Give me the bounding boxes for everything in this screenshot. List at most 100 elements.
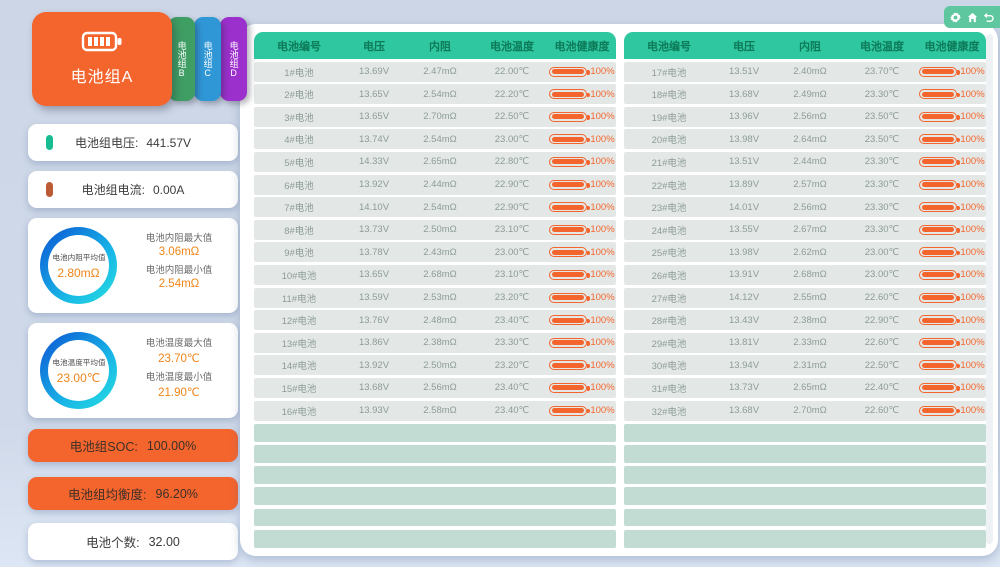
table-cell: 2.64mΩ	[793, 133, 827, 145]
table-cell: 13.73V	[728, 382, 760, 394]
table-cell: 23.00℃	[864, 246, 900, 258]
empty-row	[254, 487, 616, 506]
empty-row	[254, 423, 616, 442]
health-cell: 100%	[918, 89, 986, 100]
table-cell: 22.90℃	[494, 179, 530, 191]
health-cell: 100%	[918, 224, 986, 235]
sidebar: 电池组A 电池组B 电池组C 电池组D 电池组电压: 441.57V 电池组电流…	[28, 10, 247, 560]
health-cell: 100%	[548, 89, 616, 100]
health-cell: 100%	[548, 292, 616, 303]
table-cell: 13.65V	[358, 88, 390, 100]
table-cell: 22.60℃	[864, 337, 900, 349]
battery-group-tabs: 电池组A 电池组B 电池组C 电池组D	[28, 10, 247, 114]
temperature-avg-value: 23.00℃	[56, 370, 101, 385]
health-bar-icon	[919, 247, 960, 258]
tab-battery-group-c[interactable]: 电池组C	[194, 17, 221, 101]
table-cell: 2.38mΩ	[793, 314, 827, 326]
table-row: 12#电池 13.76V 2.48mΩ 23.40℃ 100%	[254, 310, 616, 331]
health-percent: 100%	[960, 179, 985, 191]
table-cell: 14.10V	[358, 201, 390, 213]
empty-row	[624, 423, 986, 442]
health-bar-icon	[919, 315, 960, 326]
table-row: 1#电池 13.69V 2.47mΩ 22.00℃ 100%	[254, 61, 616, 82]
battery-table-right: 电池编号 电压 内阻 电池温度 电池健康度 17#电池 13.51V 2.40mΩ 23.70℃…	[624, 32, 986, 548]
table-cell: 2.62mΩ	[793, 246, 827, 258]
table-cell: 18#电池	[651, 90, 687, 102]
table-cell: 13.96V	[728, 111, 760, 123]
tab-battery-group-b[interactable]: 电池组B	[168, 17, 195, 101]
table-row: 18#电池 13.68V 2.49mΩ 23.30℃ 100%	[624, 84, 986, 105]
gear-icon[interactable]	[949, 11, 961, 23]
table-cell: 20#电池	[651, 135, 687, 147]
table-cell: 13.59V	[358, 292, 390, 304]
table-row: 22#电池 13.89V 2.57mΩ 23.30℃ 100%	[624, 174, 986, 195]
table-cell: 22.40℃	[864, 382, 900, 394]
temperature-ring-gauge: 电池温度平均值 23.00℃	[40, 332, 117, 409]
health-percent: 100%	[960, 201, 985, 213]
health-cell: 100%	[918, 337, 986, 348]
health-bar-icon	[549, 247, 590, 258]
empty-row	[624, 466, 986, 485]
health-cell: 100%	[918, 66, 986, 77]
health-bar-icon	[549, 292, 590, 303]
table-cell: 23.00℃	[494, 246, 530, 258]
column-header: 电池温度	[490, 40, 534, 53]
table-cell: 8#电池	[284, 225, 314, 237]
resistance-ring-gauge: 电池内阻平均值 2.80mΩ	[40, 227, 117, 304]
table-cell: 1#电池	[284, 67, 314, 79]
table-cell: 29#电池	[651, 338, 687, 350]
health-percent: 100%	[590, 179, 615, 191]
health-bar-icon	[919, 202, 960, 213]
table-cell: 2.44mΩ	[793, 156, 827, 168]
empty-row	[624, 445, 986, 463]
table-cell: 13.81V	[728, 337, 760, 349]
table-cell: 19#电池	[651, 112, 687, 124]
vertical-scrollbar[interactable]	[986, 34, 993, 544]
table-cell: 2.53mΩ	[423, 292, 457, 304]
battery-table-panel: 电池编号 电压 内阻 电池温度 电池健康度 1#电池 13.69V 2.47mΩ 22.00℃ 1…	[240, 24, 998, 556]
empty-row	[254, 466, 616, 485]
table-row: 16#电池 13.93V 2.58mΩ 23.40℃ 100%	[254, 400, 616, 421]
table-row: 5#电池 14.33V 2.65mΩ 22.80℃ 100%	[254, 151, 616, 172]
empty-row	[254, 508, 616, 527]
table-cell: 13.65V	[358, 269, 390, 281]
pack-voltage-value: 441.57V	[146, 135, 192, 150]
health-cell: 100%	[918, 292, 986, 303]
health-percent: 100%	[960, 246, 985, 258]
undo-icon[interactable]	[983, 12, 994, 23]
column-header: 电压	[363, 40, 385, 53]
tab-battery-group-a[interactable]: 电池组A	[32, 12, 172, 106]
column-header: 电池健康度	[554, 40, 610, 53]
table-cell: 23.00℃	[494, 133, 530, 145]
empty-row	[624, 529, 986, 548]
health-percent: 100%	[960, 269, 985, 281]
table-cell: 22.90℃	[864, 314, 900, 326]
home-icon[interactable]	[967, 12, 978, 23]
temperature-card: 电池温度平均值 23.00℃ 电池温度最大值 23.70℃ 电池温度最小值 21…	[28, 323, 238, 418]
table-row: 6#电池 13.92V 2.44mΩ 22.90℃ 100%	[254, 174, 616, 195]
health-percent: 100%	[590, 88, 615, 100]
health-bar-icon	[919, 66, 960, 77]
table-cell: 14.01V	[728, 201, 760, 213]
health-cell: 100%	[548, 269, 616, 280]
health-bar-icon	[919, 337, 960, 348]
table-row: 32#电池 13.68V 2.70mΩ 22.60℃ 100%	[624, 400, 986, 421]
health-bar-icon	[919, 156, 960, 167]
health-bar-icon	[549, 405, 590, 416]
table-row: 26#电池 13.91V 2.68mΩ 23.00℃ 100%	[624, 264, 986, 285]
health-cell: 100%	[918, 405, 986, 416]
table-cell: 4#电池	[284, 135, 314, 147]
table-cell: 23.30℃	[864, 179, 900, 191]
table-cell: 27#电池	[651, 293, 687, 305]
tab-battery-group-d[interactable]: 电池组D	[220, 17, 247, 101]
health-percent: 100%	[960, 292, 985, 304]
health-cell: 100%	[548, 156, 616, 167]
table-row: 29#电池 13.81V 2.33mΩ 22.60℃ 100%	[624, 332, 986, 353]
table-cell: 23.30℃	[864, 224, 900, 236]
health-percent: 100%	[960, 111, 985, 123]
health-cell: 100%	[548, 382, 616, 393]
health-bar-icon	[919, 111, 960, 122]
table-cell: 22.00℃	[494, 66, 530, 78]
table-row: 27#电池 14.12V 2.55mΩ 22.60℃ 100%	[624, 287, 986, 308]
health-cell: 100%	[918, 156, 986, 167]
